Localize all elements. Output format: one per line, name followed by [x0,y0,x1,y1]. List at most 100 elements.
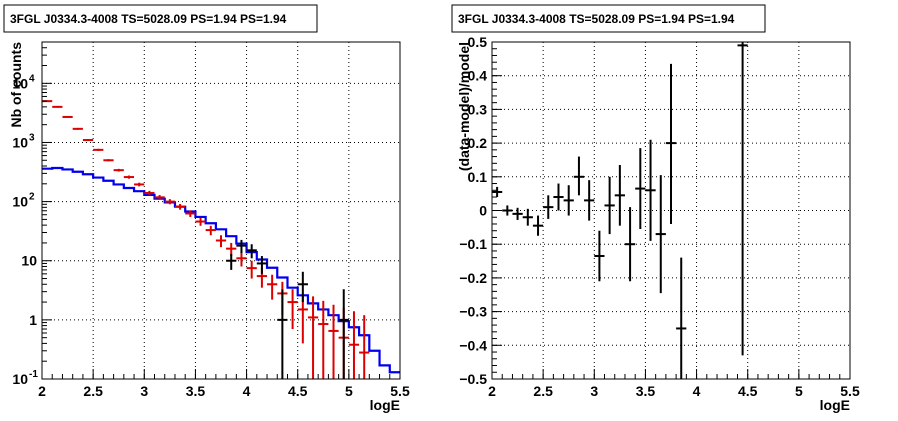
r-x-tick-label: 5.5 [840,383,860,399]
model-count-point [113,168,124,172]
r-y-tick-label: 0.4 [468,68,488,84]
residual-point [502,205,513,216]
l-y-tick-label: 10 [12,75,28,91]
l-x-tick-label: 3 [140,383,148,399]
residual-point [573,156,585,196]
residual-point [635,148,646,230]
model-count-point [164,199,175,205]
residual-point [614,165,625,226]
model-count-point [154,195,165,200]
r-y-tick-label: −0.5 [459,371,487,387]
right-series-layer [492,42,748,379]
l-x-tick-label: 5 [345,383,353,399]
model-count-point [144,190,155,196]
right-chart-title: 3FGL J0334.3-4008 TS=5028.09 PS=1.94 PS=… [458,12,735,26]
l-y-tick-label: 10 [12,194,28,210]
residual-point [584,180,595,221]
model-count-point [52,105,63,108]
l-x-tick-label: 2 [38,383,46,399]
residual-point [645,139,656,241]
data-count-point [226,253,237,270]
r-y-tick-label: −0.3 [459,304,487,320]
left-title-box [3,4,318,33]
residual-point [604,176,615,235]
l-x-tick-label: 3.5 [186,383,206,399]
residual-point [543,195,554,219]
data-count-point [246,244,257,259]
right-title-box [451,4,766,33]
l-x-tick-label: 4 [243,383,251,399]
model-count-point [62,115,73,118]
r-y-tick-label: −0.2 [459,270,487,286]
data-count-point [256,256,268,274]
r-x-tick-label: 2.5 [533,383,553,399]
residual-point [737,42,748,356]
r-x-tick-label: 3.5 [636,383,656,399]
model-count-point [287,289,298,330]
residual-point [676,257,687,379]
model-count-point [134,182,145,187]
model-count-point [236,252,247,267]
l-x-tick-label: 5.5 [390,383,410,399]
r-y-tick-label: 0.2 [468,135,488,151]
left-x-axis-label: logE [370,397,400,413]
l-y-tick-label: 10 [12,134,28,150]
model-count-point [103,159,114,162]
residual-point [624,207,636,282]
left-plot-frame [41,41,401,380]
r-y-tick-label: −0.1 [459,236,487,252]
data-count-point [338,289,349,379]
residual-point [512,207,523,220]
model-count-point [195,217,206,226]
model-count-point [359,315,370,379]
model-count-point [318,300,329,379]
residual-point [655,175,666,294]
l-x-tick-label: 2.5 [83,383,103,399]
r-y-tick-label: 0 [479,203,487,219]
right-x-axis-label: logE [820,397,850,413]
residual-point [553,183,564,211]
r-x-tick-label: 2 [488,383,496,399]
r-y-tick-label: −0.4 [459,337,487,353]
r-y-tick-label: 0.5 [468,34,488,50]
model-count-point [205,225,216,236]
r-x-tick-label: 5 [795,383,803,399]
model-count-point [267,274,278,300]
data-count-point [297,271,308,303]
l-y-tick-exponent: 2 [29,192,35,203]
residual-point [665,63,677,224]
residual-point [522,208,533,226]
left-y-axis-label: Nb of counts [8,42,24,128]
model-count-point [226,242,237,257]
model-count-point [246,260,257,279]
l-x-tick-label: 4.5 [288,383,308,399]
r-y-tick-label: 0.1 [468,169,488,185]
l-y-tick-label: 10 [12,371,28,387]
l-y-tick-exponent: 3 [29,132,35,143]
left-x-axis-ticks: 2 2.5 3 3.5 4 4.5 5 5.5 [38,369,410,399]
model-count-point [328,304,339,379]
r-y-tick-label: 0.3 [468,101,488,117]
model-count-point [174,204,186,210]
right-panel: 3FGL J0334.3-4008 TS=5028.09 PS=1.94 PS=… [451,4,860,413]
model-count-point [82,139,94,142]
model-count-point [348,311,360,379]
model-count-point [185,210,196,217]
model-count-point [93,148,104,151]
r-x-tick-label: 4 [693,383,701,399]
left-gridlines [42,42,400,379]
r-x-tick-label: 3 [590,383,598,399]
residual-point [492,186,503,198]
residual-point [594,230,605,282]
model-count-point [72,127,83,130]
l-y-tick-label: 1 [29,312,37,328]
left-panel: 3FGL J0334.3-4008 TS=5028.09 PS=1.94 PS=… [3,4,410,413]
left-chart-title: 3FGL J0334.3-4008 TS=5028.09 PS=1.94 PS=… [10,12,287,26]
l-y-tick-exponent: -1 [29,369,38,380]
data-count-point [236,239,247,254]
model-count-point [123,175,135,179]
right-y-axis-label: (data-model)/model [456,42,472,171]
l-y-tick-exponent: 4 [29,73,35,84]
